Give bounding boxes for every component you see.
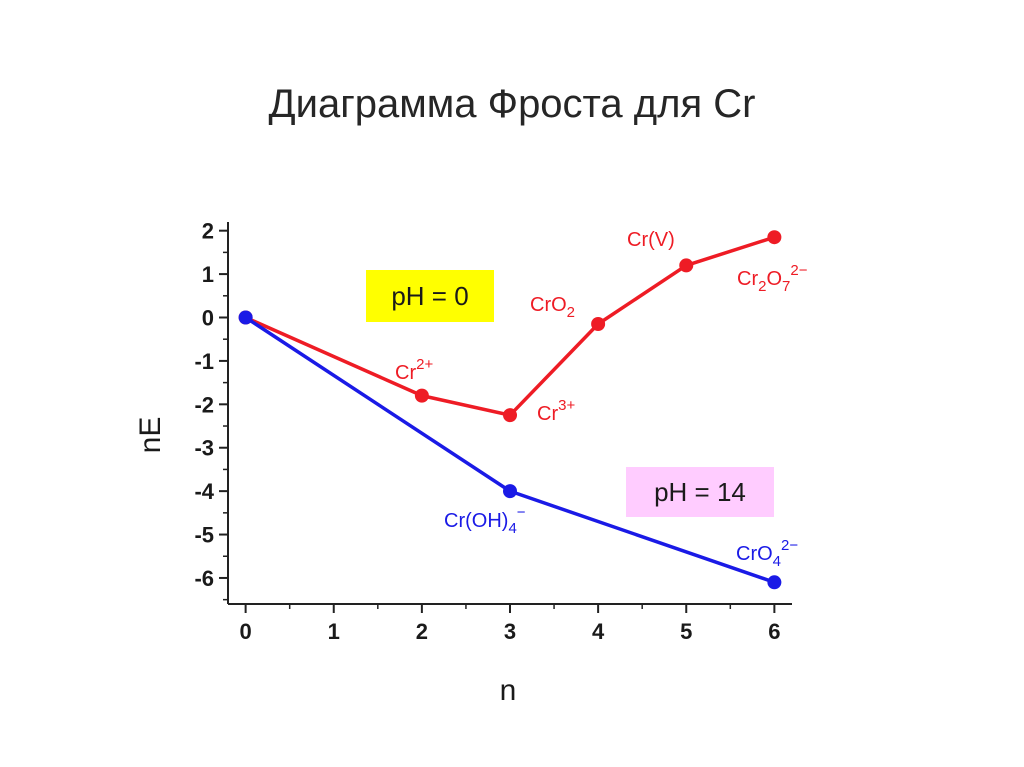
y-tick-label: -3 bbox=[194, 436, 214, 461]
annotation-boxes: pH = 0 pH = 14 bbox=[366, 270, 774, 517]
y-tick-label: -4 bbox=[194, 479, 214, 504]
y-tick-label: 1 bbox=[202, 262, 214, 287]
point-label: CrO42− bbox=[736, 537, 798, 570]
point-label: Cr2O72− bbox=[737, 262, 808, 295]
data-point bbox=[503, 408, 517, 423]
annotation-text: pH = 0 bbox=[391, 281, 468, 311]
data-point bbox=[503, 484, 517, 499]
series-line bbox=[244, 316, 775, 584]
y-tick-label: -5 bbox=[194, 523, 214, 548]
series-group bbox=[238, 230, 782, 590]
point-label: Cr2+ bbox=[395, 356, 433, 384]
x-tick-label: 5 bbox=[680, 619, 692, 644]
annotation-text: pH = 14 bbox=[654, 477, 746, 507]
y-tick-label: 2 bbox=[202, 219, 214, 244]
data-point bbox=[767, 230, 782, 245]
y-axis-label: nE bbox=[134, 417, 167, 454]
series-line bbox=[244, 235, 775, 417]
point-label: Cr(V) bbox=[627, 229, 675, 251]
point-label: Cr(OH)4− bbox=[444, 504, 526, 537]
x-axis-label: n bbox=[500, 674, 517, 707]
data-point bbox=[591, 317, 606, 332]
y-tick-label: -2 bbox=[194, 392, 214, 417]
axes: 2 1 0 -1 -2 -3 -4 -5 -6 0 1 2 3 4 5 6 n nE bbox=[134, 219, 792, 707]
point-label: Cr3+ bbox=[537, 397, 575, 425]
chart-title: Диаграмма Фроста для Cr bbox=[268, 82, 756, 126]
point-label: CrO2 bbox=[530, 294, 575, 321]
y-tick-label: -6 bbox=[194, 566, 214, 591]
x-tick-label: 6 bbox=[768, 619, 780, 644]
x-tick-label: 0 bbox=[240, 619, 252, 644]
annotation-box bbox=[366, 270, 494, 322]
y-tick-label: 0 bbox=[202, 306, 214, 331]
x-tick-label: 2 bbox=[416, 619, 428, 644]
point-labels: Cr2+ Cr3+ CrO2 Cr(V) Cr2O72− Cr(OH)4− CrO42− bbox=[395, 229, 808, 570]
y-tick-label: -1 bbox=[194, 349, 214, 374]
x-tick-label: 3 bbox=[504, 619, 516, 644]
data-point bbox=[238, 310, 253, 325]
x-tick-label: 4 bbox=[592, 619, 605, 644]
annotation-box bbox=[626, 467, 774, 517]
data-point bbox=[767, 575, 782, 590]
x-tick-label: 1 bbox=[328, 619, 340, 644]
data-point bbox=[679, 258, 694, 273]
data-point bbox=[414, 388, 429, 403]
